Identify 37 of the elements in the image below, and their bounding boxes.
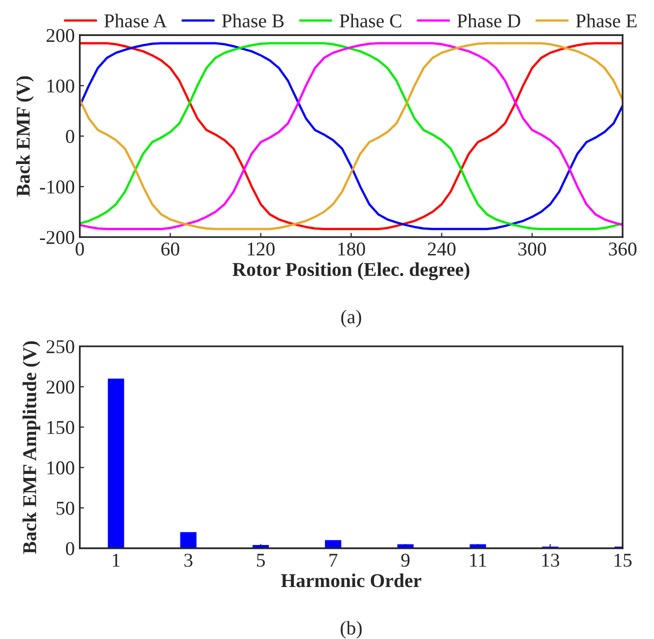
x-tick-label: 0 — [76, 242, 84, 256]
x-tick-label: 11 — [470, 554, 486, 567]
legend-label: Phase E — [576, 14, 637, 28]
x-tick-label: 9 — [401, 554, 410, 567]
x-tick-label: 15 — [614, 554, 632, 567]
x-axis-title: Rotor Position (Elec. degree) — [232, 262, 470, 280]
y-tick-label: 150 — [47, 420, 74, 434]
y-tick-label: 0 — [66, 542, 74, 556]
x-tick-label: 13 — [542, 554, 560, 567]
y-tick-label: -200 — [40, 230, 74, 244]
legend-label: Phase D — [457, 14, 520, 28]
y-axis-title: Back EMF (V) — [16, 76, 34, 196]
legend-label: Phase B — [222, 14, 284, 28]
x-axis-title: Harmonic Order — [281, 574, 422, 588]
legend-label: Phase C — [340, 14, 402, 28]
x-tick-label: 7 — [330, 554, 338, 567]
y-tick-label: 100 — [47, 461, 74, 474]
y-tick-label: 250 — [46, 340, 74, 354]
x-tick-label: 300 — [518, 242, 546, 256]
x-tick-label: 3 — [184, 554, 192, 567]
x-tick-label: 1 — [112, 554, 120, 567]
x-tick-label: 240 — [428, 242, 456, 256]
y-axis-title: Back EMF Amplitude (V) — [22, 341, 40, 554]
x-tick-label: 5 — [256, 554, 265, 567]
x-tick-label: 60 — [161, 242, 180, 256]
y-tick-label: 100 — [47, 79, 74, 93]
x-tick-label: 180 — [338, 242, 366, 256]
text: (a) — [341, 310, 362, 328]
y-tick-label: 200 — [46, 380, 74, 394]
x-tick-label: 120 — [248, 242, 275, 256]
x-tick-label: 360 — [608, 242, 636, 256]
y-tick-label: -100 — [40, 180, 74, 194]
y-tick-label: 200 — [46, 28, 74, 42]
y-tick-label: 0 — [66, 130, 74, 144]
y-tick-label: 50 — [56, 502, 74, 515]
legend-label: Phase A — [104, 14, 167, 28]
text: (b) — [340, 620, 362, 639]
